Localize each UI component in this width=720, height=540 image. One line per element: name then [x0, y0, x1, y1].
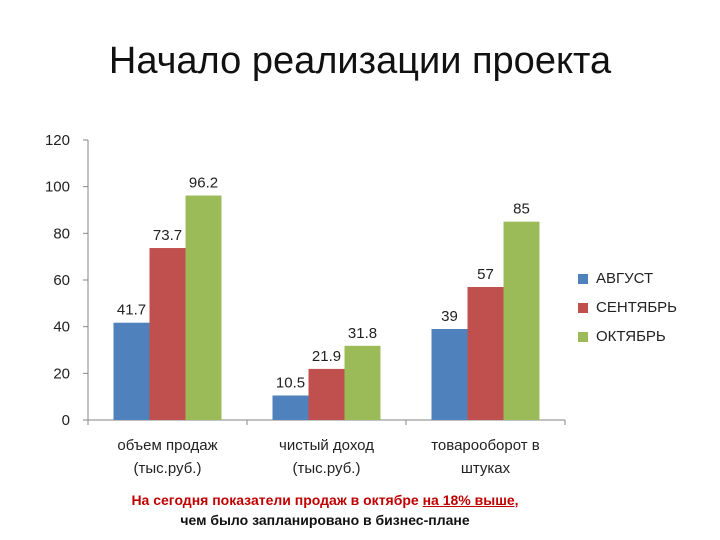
summary-note: На сегодня показатели продаж в октябре н…: [0, 490, 650, 530]
data-label: 96.2: [189, 175, 218, 192]
data-label: 41.7: [117, 302, 146, 319]
data-label: 39: [441, 308, 458, 325]
legend-swatch-august: [578, 273, 588, 284]
note-line-1-text: На сегодня показатели продаж в октябре: [131, 492, 423, 508]
data-label: 85: [513, 201, 530, 218]
data-label: 73.7: [153, 227, 182, 244]
bar: [272, 395, 309, 420]
bar: [344, 345, 381, 420]
data-label: 57: [477, 266, 494, 283]
y-tick-label: 40: [53, 319, 70, 336]
note-highlight: на 18% выше,: [422, 492, 519, 508]
y-tick-label: 0: [62, 412, 70, 429]
legend-swatch-september: [578, 302, 588, 313]
bar: [503, 221, 540, 420]
legend-item-october: ОКТЯБРЬ: [578, 322, 677, 351]
x-tick-label: (тыс.руб.): [293, 460, 361, 477]
bar: [308, 368, 345, 420]
legend-swatch-october: [578, 331, 588, 342]
legend: АВГУСТ СЕНТЯБРЬ ОКТЯБРЬ: [578, 264, 677, 351]
data-label: 10.5: [276, 375, 305, 392]
legend-item-august: АВГУСТ: [578, 264, 677, 293]
x-tick-label: товарооборот в: [431, 437, 540, 454]
x-tick-label: штуках: [461, 460, 511, 477]
note-line-2: чем было запланировано в бизнес-плане: [180, 512, 470, 528]
data-label: 31.8: [348, 325, 377, 342]
y-tick-label: 120: [45, 132, 70, 149]
note-line-1: На сегодня показатели продаж в октябре н…: [0, 490, 650, 510]
legend-label-september: СЕНТЯБРЬ: [596, 299, 678, 316]
legend-label-october: ОКТЯБРЬ: [596, 328, 666, 345]
y-tick-label: 100: [45, 179, 70, 196]
bar: [149, 248, 186, 420]
y-tick-label: 60: [53, 272, 70, 289]
bar: [431, 329, 468, 420]
bar: [113, 322, 150, 420]
y-tick-label: 20: [53, 365, 70, 382]
x-tick-label: чистый доход: [279, 437, 374, 454]
page-title: Начало реализации проекта: [108, 40, 612, 82]
legend-item-september: СЕНТЯБРЬ: [578, 293, 677, 322]
y-tick-label: 80: [53, 225, 70, 242]
x-tick-label: объем продаж: [117, 437, 217, 454]
bar: [467, 287, 504, 420]
x-tick-label: (тыс.руб.): [134, 460, 202, 477]
data-label: 21.9: [312, 348, 341, 365]
legend-label-august: АВГУСТ: [596, 270, 654, 287]
bar: [185, 195, 222, 420]
